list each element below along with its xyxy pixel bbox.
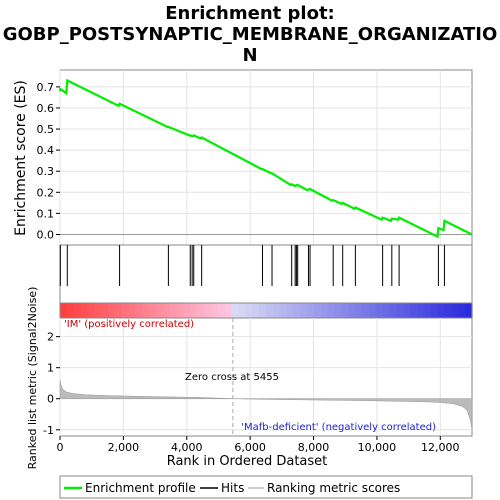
- title-line-3: N: [242, 45, 257, 66]
- band-segment: [142, 303, 149, 318]
- metric-y-axis: -1 0 1 2: [43, 331, 60, 437]
- band-segment: [396, 303, 403, 318]
- band-segment: [190, 303, 197, 318]
- band-segment: [342, 303, 349, 318]
- x-tick-label: 6,000: [234, 441, 266, 454]
- band-segment: [293, 303, 300, 318]
- band-segment: [218, 303, 225, 318]
- band-segment: [280, 303, 287, 318]
- band-segment: [314, 303, 321, 318]
- es-y-tick-label: 0.4: [37, 144, 55, 157]
- band-segment: [122, 303, 129, 318]
- band-segment: [465, 303, 472, 318]
- band-segment: [424, 303, 431, 318]
- band-segment: [369, 303, 376, 318]
- zero-cross-label: Zero cross at 5455: [185, 372, 279, 383]
- band-segment: [300, 303, 307, 318]
- es-y-tick-label: 0.0: [37, 228, 55, 241]
- band-segment: [225, 303, 232, 318]
- x-tick-label: 2,000: [108, 441, 140, 454]
- band-segment: [266, 303, 273, 318]
- band-segment: [328, 303, 335, 318]
- band-segment: [348, 303, 355, 318]
- band-segment: [383, 303, 390, 318]
- x-tick-label: 0: [57, 441, 64, 454]
- band-segment: [245, 303, 252, 318]
- legend-profile-label: Enrichment profile: [85, 481, 196, 495]
- band-segment: [458, 303, 465, 318]
- x-axis-label: Rank in Ordered Dataset: [167, 454, 328, 469]
- band-segment: [60, 303, 67, 318]
- es-y-tick-label: 0.5: [37, 123, 55, 136]
- band-segment: [81, 303, 88, 318]
- band-segment: [149, 303, 156, 318]
- band-segment: [335, 303, 342, 318]
- band-segment: [307, 303, 314, 318]
- x-tick-label: 8,000: [298, 441, 330, 454]
- es-y-axis-label: Enrichment score (ES): [13, 80, 29, 236]
- x-tick-label: 10,000: [358, 441, 397, 454]
- title-line-2: GOBP_POSTSYNAPTIC_MEMBRANE_ORGANIZATIO: [3, 24, 498, 45]
- band-segment: [431, 303, 438, 318]
- legend-ranking-label: Ranking metric scores: [267, 481, 400, 495]
- band-segment: [136, 303, 143, 318]
- band-segment: [239, 303, 246, 318]
- band-segment: [170, 303, 177, 318]
- band-segment: [163, 303, 170, 318]
- es-y-tick-label: 0.3: [37, 165, 55, 178]
- positive-correlation-label: 'IM' (positively correlated): [64, 319, 194, 330]
- band-segment: [252, 303, 259, 318]
- es-y-tick-label: 0.7: [37, 81, 55, 94]
- title-line-1: Enrichment plot:: [165, 3, 335, 24]
- band-segment: [451, 303, 458, 318]
- band-segment: [87, 303, 94, 318]
- band-segment: [273, 303, 280, 318]
- band-segment: [362, 303, 369, 318]
- band-segment: [184, 303, 191, 318]
- es-y-tick-label: 0.6: [37, 102, 55, 115]
- band-segment: [390, 303, 397, 318]
- band-segment: [417, 303, 424, 318]
- negative-correlation-label: 'Mafb-deficient' (negatively correlated): [241, 422, 436, 433]
- band-segment: [156, 303, 163, 318]
- metric-y-axis-label: Ranked list metric (Signal2Noise): [26, 287, 39, 470]
- band-segment: [177, 303, 184, 318]
- es-y-axis: 0.0 0.1 0.2 0.3 0.4 0.5 0.6 0.7: [37, 81, 61, 242]
- es-panel: [60, 70, 472, 245]
- x-tick-label: 12,000: [421, 441, 460, 454]
- band-segment: [438, 303, 445, 318]
- band-segment: [204, 303, 211, 318]
- metric-y-tick-label: 0: [47, 393, 54, 406]
- band-segment: [376, 303, 383, 318]
- band-segment: [94, 303, 101, 318]
- band-segment: [211, 303, 218, 318]
- x-axis: 0 2,000 4,000 6,000 8,000 10,000 12,000: [57, 436, 460, 454]
- es-y-tick-label: 0.1: [37, 207, 55, 220]
- correlation-color-band: [60, 303, 473, 318]
- x-tick-label: 4,000: [171, 441, 203, 454]
- es-y-tick-label: 0.2: [37, 186, 55, 199]
- band-segment: [67, 303, 74, 318]
- band-segment: [410, 303, 417, 318]
- metric-y-tick-label: -1: [43, 424, 54, 437]
- band-segment: [403, 303, 410, 318]
- metric-y-tick-label: 2: [47, 331, 54, 344]
- band-segment: [321, 303, 328, 318]
- band-segment: [101, 303, 108, 318]
- band-segment: [259, 303, 266, 318]
- band-segment: [115, 303, 122, 318]
- band-segment: [232, 303, 239, 318]
- band-segment: [129, 303, 136, 318]
- band-segment: [74, 303, 81, 318]
- hits-panel: [60, 245, 472, 303]
- legend-hits-label: Hits: [221, 481, 244, 495]
- band-segment: [108, 303, 115, 318]
- band-segment: [287, 303, 294, 318]
- band-segment: [355, 303, 362, 318]
- band-segment: [197, 303, 204, 318]
- metric-y-tick-label: 1: [47, 362, 54, 375]
- band-segment: [445, 303, 452, 318]
